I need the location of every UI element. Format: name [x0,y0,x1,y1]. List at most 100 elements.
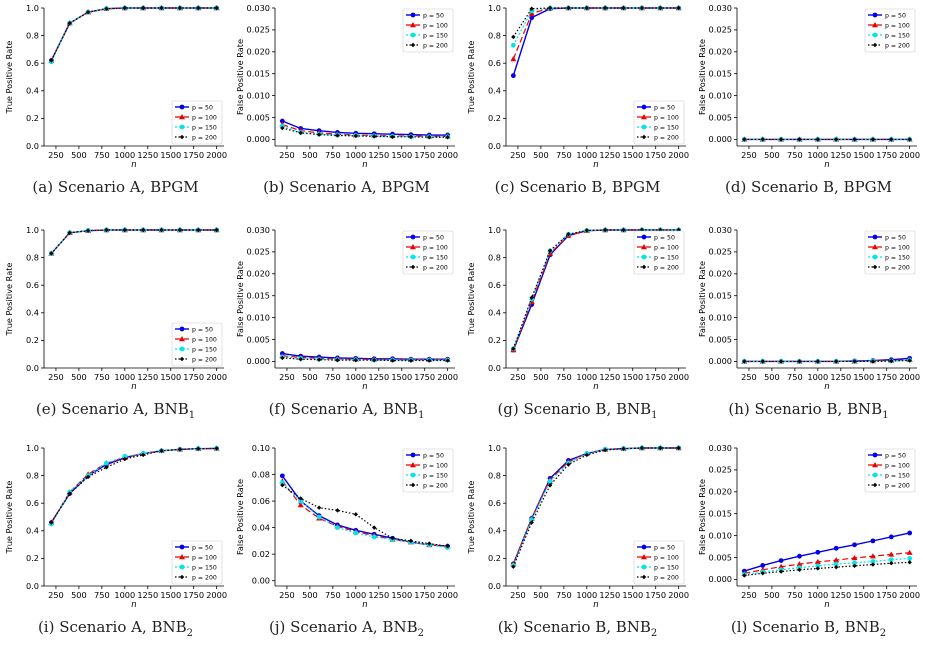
x-tick-label: 1500 [853,590,874,600]
data-point [621,5,626,11]
data-point [67,20,72,26]
x-tick-label: 2000 [437,372,458,382]
legend-label: p = 100 [423,244,448,251]
legend-label: p = 150 [423,254,448,261]
data-point [67,491,72,496]
chart-svg: 0.000 0.005 0.010 0.015 0.020 0.025 0.030 250 50… [697,225,920,392]
legend: p = 50 p = 100 p = 150 p = 200 [864,8,916,53]
x-tick-label: 500 [71,590,87,600]
x-axis-label: n [131,382,136,392]
legend-label: p = 50 [192,104,213,111]
data-point [316,514,322,520]
legend-marker [410,482,416,488]
legend-label: p = 200 [885,264,910,271]
legend-box [633,230,685,275]
caption-text: (e) Scenario A, BNB [35,400,189,418]
chart-panel-g: 0.0 0.2 0.4 0.6 0.8 1.0 250 500 750 1000 1250 1500 1… [462,222,693,439]
legend-label: p = 150 [654,254,679,261]
x-tick-label: 1500 [160,590,181,600]
y-axis-label: False Positive Rate [697,261,707,337]
chart-panel-a: 0.0 0.2 0.4 0.6 0.8 1.0 250 500 750 1000 1250 1500 1… [0,0,231,217]
data-point [390,358,395,363]
y-tick-label: 0.000 [709,134,732,144]
legend-marker [410,244,416,250]
data-point [279,118,285,124]
legend-label: p = 100 [885,462,910,469]
data-point [159,448,164,453]
y-axis-label: False Positive Rate [235,479,245,555]
x-tick-label: 1500 [391,590,412,600]
x-tick-label: 500 [764,372,780,382]
data-point [353,530,359,536]
legend-marker [410,452,416,458]
x-tick-label: 250 [741,590,757,600]
data-point [510,73,516,79]
series-p50 [741,355,913,364]
chart-svg: 0.0 0.2 0.4 0.6 0.8 1.0 250 500 750 1000 1250 1500 1… [466,3,689,170]
caption-text: (a) Scenario A, BPGM [32,178,199,196]
x-tick-label: 1000 [114,372,135,382]
y-axis-label: False Positive Rate [697,479,707,555]
data-point [797,359,802,364]
caption-l: (l) Scenario B, BNB2 [693,618,924,639]
data-point [869,553,876,559]
legend-marker [179,104,185,110]
legend-label: p = 150 [423,32,448,39]
data-point [316,132,322,137]
data-point [214,227,219,233]
series-line [50,7,217,61]
y-tick-label: 0.015 [709,509,732,519]
x-tick-label: 2000 [899,590,920,600]
chart-svg: 0.0 0.2 0.4 0.6 0.8 1.0 250 500 750 1000 1250 1500 1… [466,225,689,392]
legend-label: p = 150 [885,32,910,39]
legend-label: p = 100 [192,336,217,343]
series-p50 [510,5,682,79]
legend-label: p = 150 [192,564,217,571]
legend-marker [872,32,878,38]
chart-svg: 0.000 0.005 0.010 0.015 0.020 0.025 0.030 250 50… [235,3,458,170]
x-tick-label: 2000 [206,590,227,600]
legend-label: p = 50 [192,544,213,551]
x-tick-label: 750 [94,150,110,160]
x-tick-label: 1000 [345,372,366,382]
y-axis-label: True Positive Rate [4,263,14,337]
legend-marker [872,452,878,458]
legend-box [864,230,916,275]
data-point [371,357,377,363]
x-tick-label: 1750 [414,590,435,600]
x-tick-label: 1250 [599,590,620,600]
data-point [85,474,91,480]
data-point [67,230,72,235]
legend-label: p = 200 [423,482,448,489]
legend-label: p = 50 [192,326,213,333]
series-line [512,7,679,46]
x-tick-label: 250 [48,150,64,160]
data-point [833,561,839,567]
caption-text: (h) Scenario B, BNB [728,400,883,418]
data-point [852,542,857,548]
y-tick-label: 0.0 [26,141,39,151]
legend-label: p = 50 [654,104,675,111]
legend-label: p = 150 [654,564,679,571]
legend: p = 50 p = 100 p = 150 p = 200 [633,540,685,585]
series-p50 [48,5,220,63]
y-tick-label: 0.8 [488,30,501,40]
legend-label: p = 200 [423,42,448,49]
data-point [297,502,304,508]
caption-d: (d) Scenario B, BPGM [693,178,924,196]
legend-marker [410,42,416,48]
data-point [335,525,340,531]
x-tick-label: 1000 [807,590,828,600]
y-tick-label: 0.005 [247,334,270,344]
x-tick-label: 1750 [876,150,897,160]
x-tick-label: 2000 [899,150,920,160]
series-p50 [279,118,451,138]
x-tick-label: 1250 [599,372,620,382]
legend: p = 50 p = 100 p = 150 p = 200 [171,322,223,367]
y-axis-label: True Positive Rate [466,263,476,337]
data-point [851,554,858,561]
x-tick-label: 1000 [576,150,597,160]
y-tick-label: 0.030 [247,3,270,13]
series-p150 [48,5,220,65]
y-tick-label: 0.005 [709,334,732,344]
